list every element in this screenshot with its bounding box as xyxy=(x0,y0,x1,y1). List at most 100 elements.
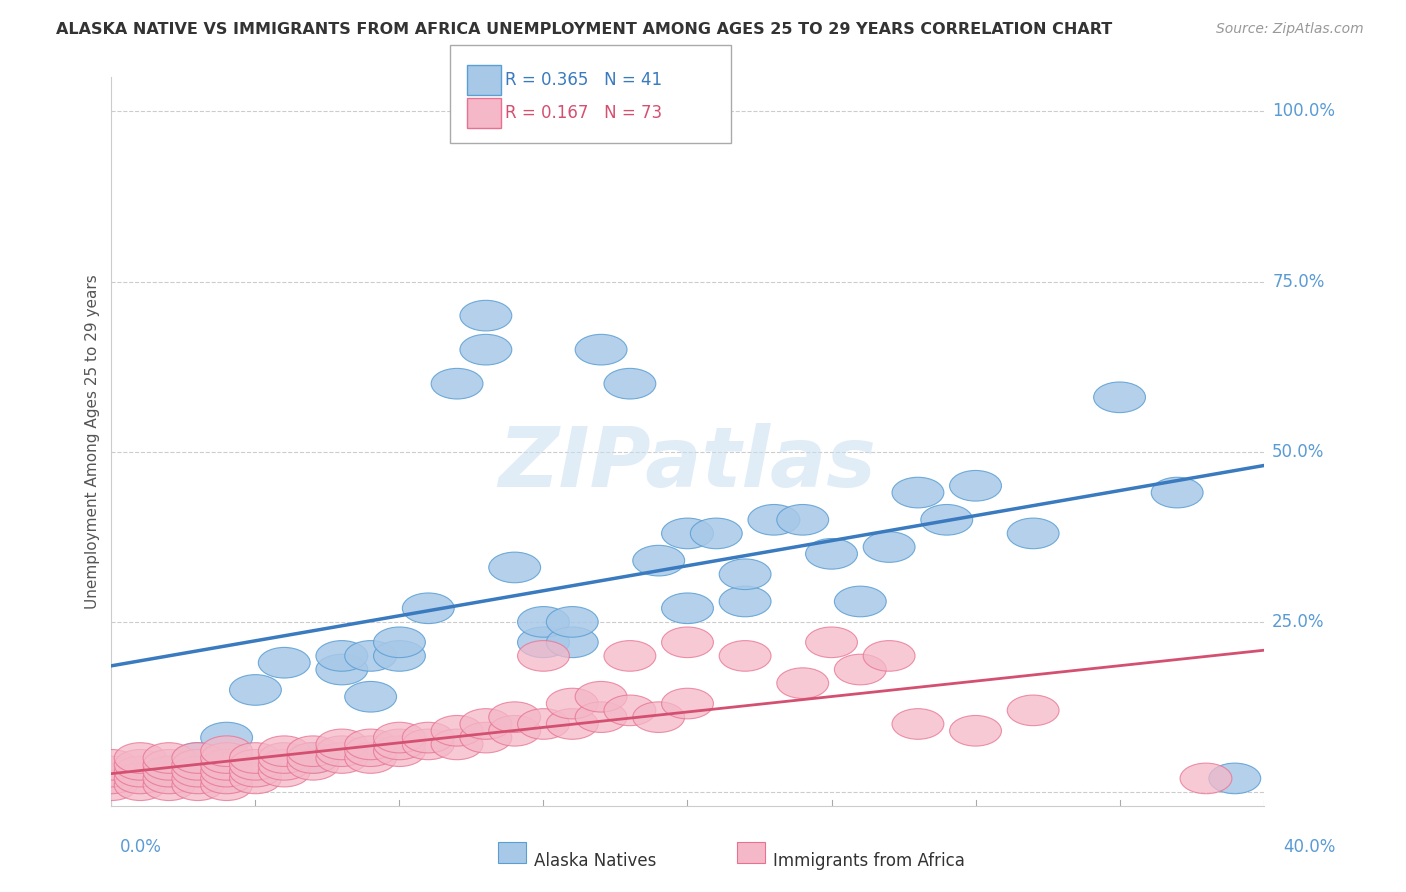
Ellipse shape xyxy=(114,743,166,773)
Text: Alaska Natives: Alaska Natives xyxy=(534,852,657,870)
Ellipse shape xyxy=(402,723,454,753)
Ellipse shape xyxy=(402,593,454,624)
Ellipse shape xyxy=(402,729,454,760)
Ellipse shape xyxy=(259,736,311,766)
Ellipse shape xyxy=(201,749,253,780)
Ellipse shape xyxy=(259,756,311,787)
Ellipse shape xyxy=(344,729,396,760)
Ellipse shape xyxy=(1180,763,1232,794)
Ellipse shape xyxy=(344,743,396,773)
Ellipse shape xyxy=(374,723,426,753)
Ellipse shape xyxy=(229,763,281,794)
Ellipse shape xyxy=(287,749,339,780)
Ellipse shape xyxy=(1007,695,1059,726)
Ellipse shape xyxy=(460,723,512,753)
Ellipse shape xyxy=(143,743,195,773)
Ellipse shape xyxy=(114,763,166,794)
Ellipse shape xyxy=(229,674,281,706)
Ellipse shape xyxy=(172,743,224,773)
Ellipse shape xyxy=(143,756,195,787)
Ellipse shape xyxy=(1209,763,1261,794)
Ellipse shape xyxy=(344,736,396,766)
Ellipse shape xyxy=(432,729,484,760)
Text: 0.0%: 0.0% xyxy=(120,838,162,856)
Ellipse shape xyxy=(229,743,281,773)
Ellipse shape xyxy=(374,627,426,657)
Ellipse shape xyxy=(605,368,655,399)
Ellipse shape xyxy=(1007,518,1059,549)
Ellipse shape xyxy=(834,654,886,685)
Ellipse shape xyxy=(575,681,627,712)
Text: R = 0.167   N = 73: R = 0.167 N = 73 xyxy=(505,104,662,122)
Text: 50.0%: 50.0% xyxy=(1272,442,1324,461)
Ellipse shape xyxy=(605,695,655,726)
Ellipse shape xyxy=(633,545,685,576)
Ellipse shape xyxy=(344,681,396,712)
Ellipse shape xyxy=(114,749,166,780)
Ellipse shape xyxy=(776,668,828,698)
Ellipse shape xyxy=(921,505,973,535)
Ellipse shape xyxy=(143,770,195,800)
Ellipse shape xyxy=(316,654,368,685)
Ellipse shape xyxy=(316,729,368,760)
Ellipse shape xyxy=(344,640,396,671)
Ellipse shape xyxy=(374,729,426,760)
Ellipse shape xyxy=(432,715,484,746)
Ellipse shape xyxy=(891,708,943,739)
Ellipse shape xyxy=(517,627,569,657)
Ellipse shape xyxy=(172,743,224,773)
Ellipse shape xyxy=(575,702,627,732)
Ellipse shape xyxy=(517,607,569,637)
Ellipse shape xyxy=(460,334,512,365)
Ellipse shape xyxy=(575,334,627,365)
Ellipse shape xyxy=(201,736,253,766)
Text: 25.0%: 25.0% xyxy=(1272,613,1324,631)
Ellipse shape xyxy=(201,723,253,753)
Text: Immigrants from Africa: Immigrants from Africa xyxy=(773,852,965,870)
Ellipse shape xyxy=(806,627,858,657)
Ellipse shape xyxy=(86,763,138,794)
Ellipse shape xyxy=(172,749,224,780)
Text: Source: ZipAtlas.com: Source: ZipAtlas.com xyxy=(1216,22,1364,37)
Ellipse shape xyxy=(316,743,368,773)
Ellipse shape xyxy=(201,743,253,773)
Ellipse shape xyxy=(489,552,540,582)
Ellipse shape xyxy=(633,702,685,732)
Ellipse shape xyxy=(949,470,1001,501)
Ellipse shape xyxy=(287,736,339,766)
Ellipse shape xyxy=(547,607,598,637)
Ellipse shape xyxy=(776,505,828,535)
Ellipse shape xyxy=(259,743,311,773)
Ellipse shape xyxy=(229,756,281,787)
Ellipse shape xyxy=(662,518,713,549)
Ellipse shape xyxy=(287,743,339,773)
Ellipse shape xyxy=(547,627,598,657)
Ellipse shape xyxy=(517,640,569,671)
Ellipse shape xyxy=(86,770,138,800)
Ellipse shape xyxy=(201,763,253,794)
Ellipse shape xyxy=(432,368,484,399)
Ellipse shape xyxy=(690,518,742,549)
Y-axis label: Unemployment Among Ages 25 to 29 years: Unemployment Among Ages 25 to 29 years xyxy=(86,274,100,609)
Ellipse shape xyxy=(229,749,281,780)
Ellipse shape xyxy=(460,708,512,739)
Ellipse shape xyxy=(720,586,770,616)
Ellipse shape xyxy=(201,756,253,787)
Ellipse shape xyxy=(662,593,713,624)
Ellipse shape xyxy=(86,749,138,780)
Ellipse shape xyxy=(517,708,569,739)
Ellipse shape xyxy=(86,756,138,787)
Ellipse shape xyxy=(662,627,713,657)
Ellipse shape xyxy=(720,559,770,590)
Ellipse shape xyxy=(287,743,339,773)
Ellipse shape xyxy=(143,763,195,794)
Ellipse shape xyxy=(201,770,253,800)
Ellipse shape xyxy=(1152,477,1204,508)
Ellipse shape xyxy=(259,648,311,678)
Ellipse shape xyxy=(114,756,166,787)
Ellipse shape xyxy=(259,749,311,780)
Ellipse shape xyxy=(460,301,512,331)
Ellipse shape xyxy=(316,640,368,671)
Ellipse shape xyxy=(114,770,166,800)
Text: ALASKA NATIVE VS IMMIGRANTS FROM AFRICA UNEMPLOYMENT AMONG AGES 25 TO 29 YEARS C: ALASKA NATIVE VS IMMIGRANTS FROM AFRICA … xyxy=(56,22,1112,37)
